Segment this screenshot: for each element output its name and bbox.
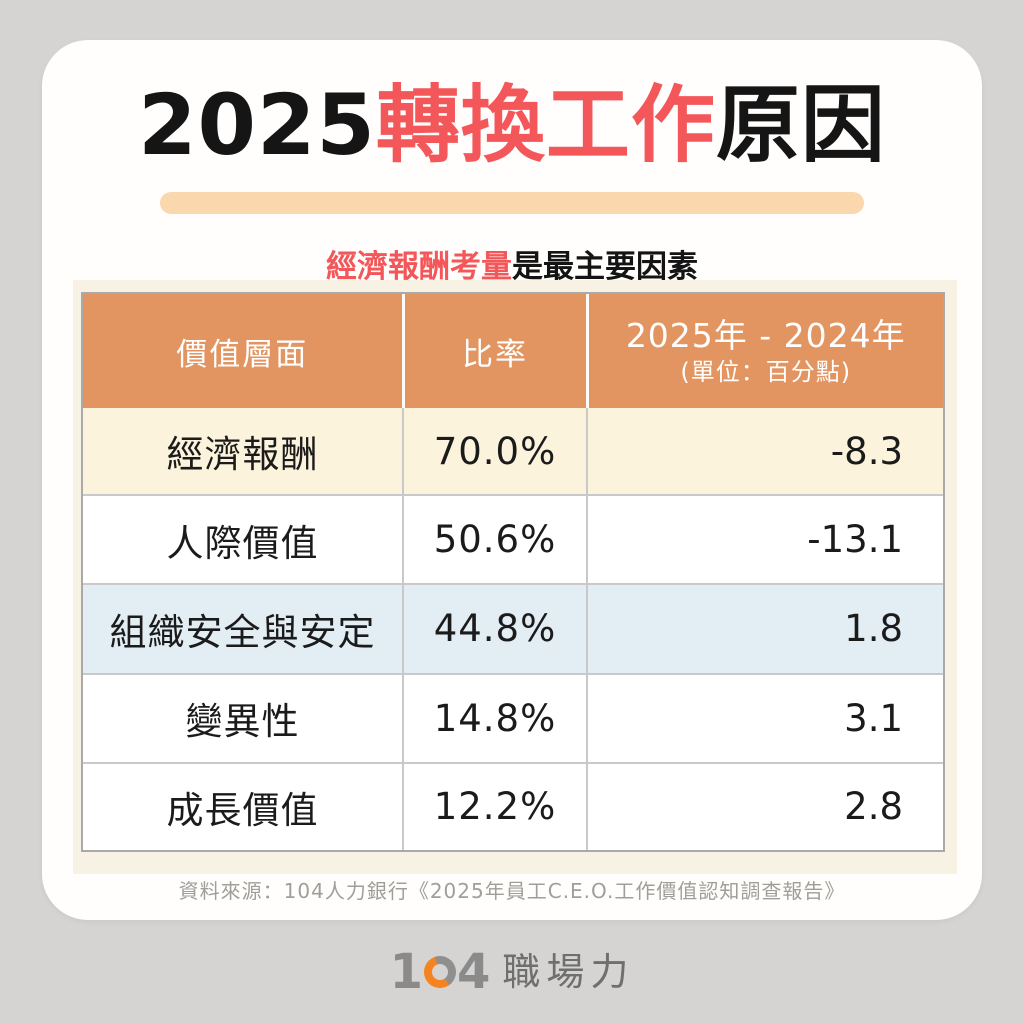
row-rate: 70.0%	[403, 408, 588, 496]
title-suffix: 原因	[715, 76, 886, 174]
subtitle-highlight: 經濟報酬考量	[326, 249, 512, 285]
row-label: 經濟報酬	[83, 408, 404, 496]
brand-logo: 1 4 職場力	[0, 944, 1024, 1000]
row-diff: -13.1	[587, 494, 943, 585]
row-rate: 44.8%	[403, 583, 588, 674]
row-rate: 50.6%	[403, 494, 588, 585]
subtitle: 經濟報酬考量是最主要因素	[42, 241, 982, 286]
title-highlight: 轉換工作	[375, 76, 716, 174]
header-yearly-diff-title: 2025年 - 2024年	[625, 316, 906, 356]
logo-wordmark: 職場力	[502, 950, 635, 994]
row-diff: 1.8	[587, 583, 943, 674]
row-diff: -8.3	[587, 408, 943, 496]
row-label: 組織安全與安定	[83, 583, 404, 674]
table-row: 經濟報酬 70.0% -8.3	[83, 408, 943, 496]
table-row: 人際價值 50.6% -13.1	[83, 494, 943, 585]
source-note: 資料來源：104人力銀行《2025年員工C.E.O.工作價值認知調查報告》	[178, 879, 846, 903]
reasons-table: 價值層面 比率 2025年 - 2024年 (單位：百分點) 經濟報酬 70.0…	[83, 294, 943, 850]
infographic-card: 2025轉換工作原因 經濟報酬考量是最主要因素 價值層面 比率	[42, 40, 982, 920]
header-yearly-diff: 2025年 - 2024年 (單位：百分點)	[587, 294, 943, 408]
data-table: 價值層面 比率 2025年 - 2024年 (單位：百分點) 經濟報酬 70.0…	[81, 292, 945, 852]
logo-digit-4: 4	[456, 944, 491, 1000]
row-diff: 2.8	[587, 761, 943, 850]
page-title: 2025轉換工作原因	[42, 78, 982, 172]
row-label: 變異性	[83, 672, 404, 763]
logo-zero-swirl-icon	[423, 956, 456, 988]
table-body: 經濟報酬 70.0% -8.3 人際價值 50.6% -13.1 組織安全與安定…	[83, 408, 943, 850]
table-panel: 價值層面 比率 2025年 - 2024年 (單位：百分點) 經濟報酬 70.0…	[73, 280, 957, 874]
header-rate: 比率	[403, 294, 589, 408]
row-diff: 3.1	[587, 672, 943, 763]
subtitle-rest: 是最主要因素	[512, 249, 698, 285]
title-underline-bar	[160, 192, 864, 214]
logo-digit-1: 1	[389, 944, 423, 1000]
row-label: 人際價值	[83, 494, 404, 585]
table-row: 變異性 14.8% 3.1	[83, 672, 943, 763]
row-rate: 14.8%	[403, 672, 588, 763]
row-rate: 12.2%	[403, 761, 588, 850]
table-row: 成長價值 12.2% 2.8	[83, 761, 943, 850]
title-prefix: 2025	[138, 76, 376, 174]
table-header-row: 價值層面 比率 2025年 - 2024年 (單位：百分點)	[83, 294, 943, 408]
header-yearly-diff-unit: (單位：百分點)	[680, 357, 852, 386]
table-row: 組織安全與安定 44.8% 1.8	[83, 583, 943, 674]
header-value-dimension: 價值層面	[83, 294, 405, 408]
row-label: 成長價值	[83, 761, 404, 850]
